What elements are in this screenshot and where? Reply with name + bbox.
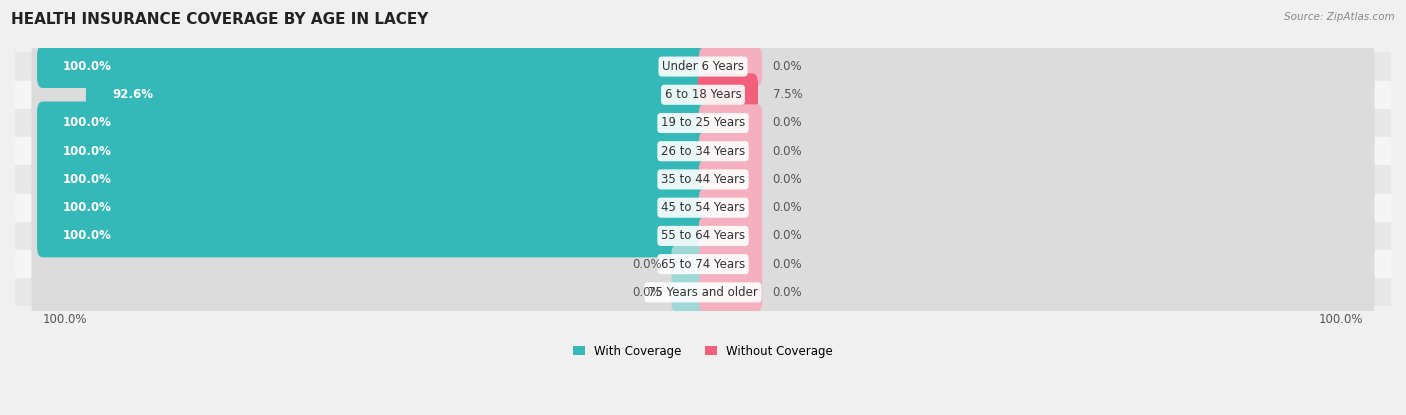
FancyBboxPatch shape — [86, 73, 709, 116]
FancyBboxPatch shape — [37, 102, 709, 144]
FancyBboxPatch shape — [671, 246, 707, 283]
Text: 0.0%: 0.0% — [633, 258, 662, 271]
Text: 0.0%: 0.0% — [772, 286, 801, 299]
Text: 26 to 34 Years: 26 to 34 Years — [661, 145, 745, 158]
Bar — [15, 222, 1391, 250]
Legend: With Coverage, Without Coverage: With Coverage, Without Coverage — [568, 340, 838, 363]
FancyBboxPatch shape — [671, 274, 707, 311]
Text: 35 to 44 Years: 35 to 44 Years — [661, 173, 745, 186]
FancyBboxPatch shape — [37, 215, 709, 257]
Text: 92.6%: 92.6% — [112, 88, 153, 101]
Bar — [15, 193, 1391, 222]
FancyBboxPatch shape — [37, 158, 709, 201]
Text: 100.0%: 100.0% — [63, 145, 112, 158]
Text: 100.0%: 100.0% — [63, 60, 112, 73]
Text: 100.0%: 100.0% — [63, 173, 112, 186]
FancyBboxPatch shape — [31, 34, 1375, 99]
FancyBboxPatch shape — [31, 62, 1375, 127]
FancyBboxPatch shape — [31, 232, 1375, 297]
Text: 0.0%: 0.0% — [772, 60, 801, 73]
Text: 65 to 74 Years: 65 to 74 Years — [661, 258, 745, 271]
Text: 0.0%: 0.0% — [772, 201, 801, 214]
FancyBboxPatch shape — [31, 203, 1375, 269]
Text: 0.0%: 0.0% — [772, 173, 801, 186]
Text: 45 to 54 Years: 45 to 54 Years — [661, 201, 745, 214]
Text: 100.0%: 100.0% — [63, 117, 112, 129]
Text: 100.0%: 100.0% — [63, 201, 112, 214]
FancyBboxPatch shape — [699, 104, 762, 142]
Text: 0.0%: 0.0% — [772, 145, 801, 158]
Text: 0.0%: 0.0% — [772, 117, 801, 129]
FancyBboxPatch shape — [31, 260, 1375, 325]
Text: 7.5%: 7.5% — [773, 88, 803, 101]
Text: 100.0%: 100.0% — [63, 229, 112, 242]
FancyBboxPatch shape — [37, 130, 709, 173]
FancyBboxPatch shape — [699, 161, 762, 198]
FancyBboxPatch shape — [699, 189, 762, 226]
FancyBboxPatch shape — [31, 90, 1375, 156]
Text: Source: ZipAtlas.com: Source: ZipAtlas.com — [1284, 12, 1395, 22]
Bar — [15, 250, 1391, 278]
FancyBboxPatch shape — [699, 274, 762, 311]
FancyBboxPatch shape — [37, 45, 709, 88]
FancyBboxPatch shape — [37, 186, 709, 229]
Text: Under 6 Years: Under 6 Years — [662, 60, 744, 73]
Text: 100.0%: 100.0% — [1319, 312, 1364, 326]
Text: 19 to 25 Years: 19 to 25 Years — [661, 117, 745, 129]
Text: 100.0%: 100.0% — [42, 312, 87, 326]
Bar — [15, 81, 1391, 109]
Text: 0.0%: 0.0% — [633, 286, 662, 299]
Bar — [15, 165, 1391, 193]
FancyBboxPatch shape — [699, 48, 762, 85]
Bar — [15, 137, 1391, 165]
Bar — [15, 109, 1391, 137]
Text: 55 to 64 Years: 55 to 64 Years — [661, 229, 745, 242]
FancyBboxPatch shape — [31, 147, 1375, 212]
Text: 0.0%: 0.0% — [772, 258, 801, 271]
FancyBboxPatch shape — [31, 175, 1375, 240]
FancyBboxPatch shape — [699, 217, 762, 254]
Text: HEALTH INSURANCE COVERAGE BY AGE IN LACEY: HEALTH INSURANCE COVERAGE BY AGE IN LACE… — [11, 12, 429, 27]
Text: 6 to 18 Years: 6 to 18 Years — [665, 88, 741, 101]
FancyBboxPatch shape — [699, 246, 762, 283]
FancyBboxPatch shape — [31, 119, 1375, 184]
Bar — [15, 278, 1391, 306]
Text: 0.0%: 0.0% — [772, 229, 801, 242]
Text: 75 Years and older: 75 Years and older — [648, 286, 758, 299]
FancyBboxPatch shape — [699, 133, 762, 170]
Bar — [15, 52, 1391, 81]
FancyBboxPatch shape — [697, 73, 758, 116]
